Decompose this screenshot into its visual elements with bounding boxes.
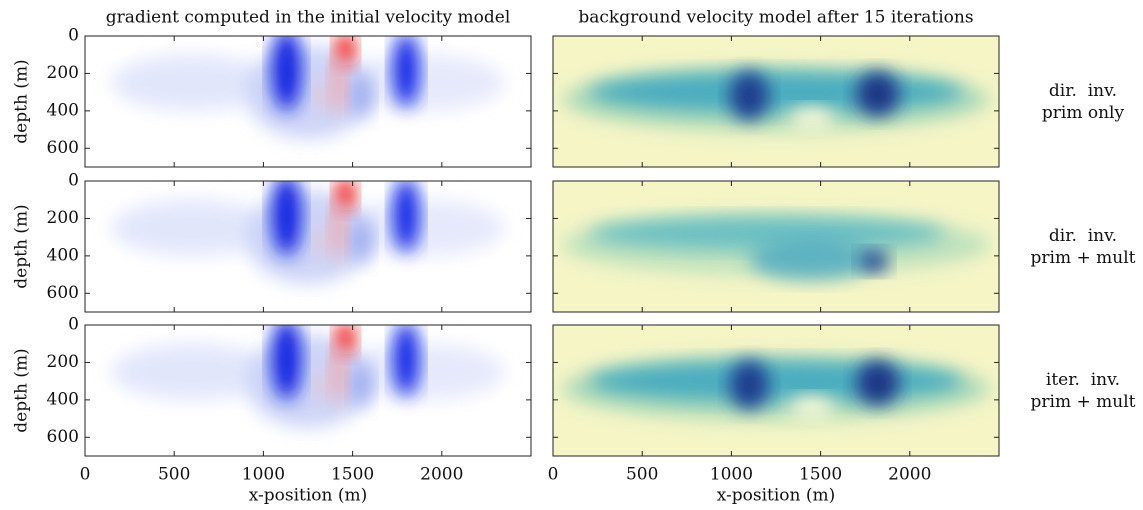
heatmap-blob: [330, 50, 347, 115]
heatmap-blob: [330, 195, 347, 260]
y-tick-label: 200: [47, 63, 79, 83]
x-tick-label: 500: [626, 465, 658, 485]
heatmap-blob: [330, 339, 347, 404]
x-tick-label: 0: [80, 465, 91, 485]
heatmap-blob: [588, 360, 964, 402]
heatmap-blob: [350, 362, 373, 408]
heatmap-blob: [788, 396, 835, 419]
heatmap-blob: [111, 343, 273, 400]
y-tick-label: 200: [47, 208, 79, 228]
axes-frame: [552, 180, 1000, 313]
heatmap-blob: [856, 360, 900, 406]
x-tick-label: 2000: [420, 465, 463, 485]
heatmap-blob: [315, 225, 326, 256]
heatmap-blob: [271, 36, 302, 111]
row-label: prim + mult: [1031, 392, 1136, 412]
heatmap-image: [553, 36, 999, 167]
heatmap-blob: [111, 54, 273, 111]
x-tick-label: 1500: [799, 465, 842, 485]
heatmap-blob: [392, 325, 420, 397]
x-tick-label: 1500: [331, 465, 374, 485]
heatmap-blob: [315, 369, 326, 400]
heatmap-blob: [856, 71, 900, 117]
heatmap-blob: [343, 54, 505, 111]
heatmap-blob: [271, 181, 302, 256]
x-tick-label: 500: [158, 465, 190, 485]
heatmap-image: [85, 181, 531, 312]
row-label: dir. inv.: [1049, 226, 1117, 246]
axes-frame: [552, 35, 1000, 168]
y-axis-label: depth (m): [12, 348, 32, 432]
y-tick-label: 400: [47, 245, 79, 265]
x-tick-label: 1000: [242, 465, 285, 485]
heatmap-blob: [315, 80, 326, 111]
heatmap-blob: [343, 199, 505, 256]
heatmap-blob: [588, 71, 964, 113]
heatmap-blob: [588, 216, 946, 251]
heatmap-blob: [788, 107, 835, 130]
x-axis-label: x-position (m): [249, 486, 368, 506]
x-tick-label: 0: [548, 465, 559, 485]
y-tick-label: 0: [68, 315, 79, 335]
heatmap-blob: [392, 181, 420, 253]
heatmap-image: [85, 36, 531, 167]
y-axis-label: depth (m): [12, 59, 32, 143]
heatmap-blob: [729, 360, 769, 410]
y-tick-label: 600: [47, 283, 79, 303]
heatmap-blob: [271, 325, 302, 400]
heatmap-blob: [392, 36, 420, 108]
x-axis-label: x-position (m): [717, 486, 836, 506]
row-label: prim + mult: [1031, 248, 1136, 268]
heatmap-blob: [343, 343, 505, 400]
y-tick-label: 600: [47, 138, 79, 158]
heatmap-image: [553, 325, 999, 456]
y-tick-label: 600: [47, 427, 79, 447]
heatmap-blob: [350, 218, 373, 264]
axes-frame: [84, 180, 532, 313]
y-tick-label: 0: [68, 26, 79, 46]
axes-frame: [552, 324, 1000, 457]
axes-frame: [84, 324, 532, 457]
y-axis-label: depth (m): [12, 204, 32, 288]
x-tick-label: 2000: [888, 465, 931, 485]
x-tick-label: 1000: [710, 465, 753, 485]
y-tick-label: 400: [47, 100, 79, 120]
heatmap-blob: [111, 199, 273, 256]
y-tick-label: 400: [47, 389, 79, 409]
y-tick-label: 0: [68, 171, 79, 191]
row-label: iter. inv.: [1046, 370, 1120, 390]
heatmap-image: [85, 325, 531, 456]
row-label: dir. inv.: [1049, 81, 1117, 101]
heatmap-blob: [859, 250, 889, 273]
row-label: prim only: [1042, 103, 1125, 123]
heatmap-blob: [729, 71, 769, 121]
panel-title: background velocity model after 15 itera…: [578, 8, 973, 28]
heatmap-image: [553, 181, 999, 312]
heatmap-blob: [350, 73, 373, 119]
heatmap-blob: [749, 239, 875, 281]
axes-frame: [84, 35, 532, 168]
y-tick-label: 200: [47, 352, 79, 372]
panel-title: gradient computed in the initial velocit…: [106, 8, 511, 28]
